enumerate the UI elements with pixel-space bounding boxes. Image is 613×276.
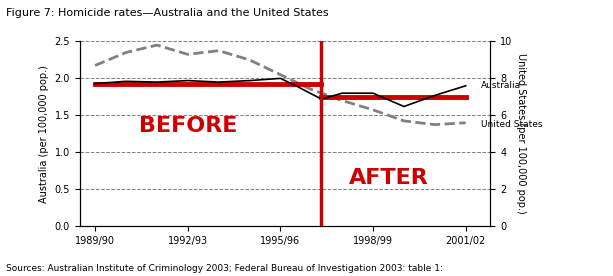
Text: Sources: Australian Institute of Criminology 2003; Federal Bureau of Investigati: Sources: Australian Institute of Crimino… [6,264,443,273]
Text: BEFORE: BEFORE [139,116,237,136]
Y-axis label: Australia (per 100,000 pop.): Australia (per 100,000 pop.) [39,65,49,203]
Text: Australia: Australia [481,81,521,90]
Y-axis label: United States (per 100,000 pop.): United States (per 100,000 pop.) [516,54,527,214]
Text: United States: United States [481,120,543,129]
Text: AFTER: AFTER [349,168,428,188]
Text: Figure 7: Homicide rates—Australia and the United States: Figure 7: Homicide rates—Australia and t… [6,8,329,18]
